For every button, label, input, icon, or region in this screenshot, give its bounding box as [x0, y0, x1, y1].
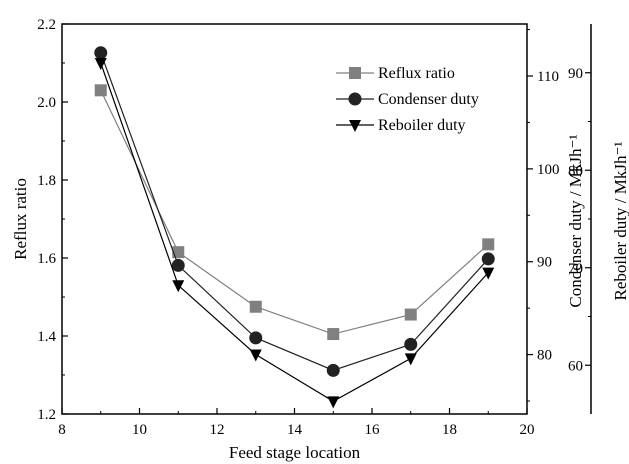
x-tick-label: 8 — [58, 422, 66, 438]
x-tick-label: 14 — [287, 422, 303, 438]
legend-marker-triangle — [349, 120, 361, 132]
data-point-circle — [171, 258, 185, 272]
right2-axis-title: Reboiler duty / MkJh⁻¹ — [611, 141, 629, 300]
data-point-square — [482, 238, 495, 251]
data-point-circle — [404, 337, 418, 351]
x-tick-label: 18 — [442, 422, 457, 438]
data-point-triangle — [94, 58, 107, 70]
left-tick-label: 2.2 — [37, 17, 56, 33]
data-point-square — [94, 84, 107, 97]
legend-marker-circle — [348, 92, 362, 106]
axis-titles: Feed stage location Reflux ratio Condenser… — [11, 134, 629, 462]
left-tick-label: 1.8 — [37, 173, 56, 189]
data-point-triangle — [404, 353, 417, 366]
data-point-square — [172, 246, 185, 259]
x-tick-label: 20 — [520, 422, 535, 438]
axes-frame — [61, 23, 592, 415]
series-line-circle — [100, 52, 489, 371]
legend: Reflux ratio Condenser duty Reboiler duty — [336, 65, 479, 134]
data-point-triangle — [172, 280, 185, 293]
x-axis-title: Feed stage location — [229, 443, 361, 462]
data-point-circle — [481, 252, 495, 266]
right2-tick-label: 70 — [568, 261, 583, 277]
x-tick-label: 10 — [132, 422, 147, 438]
series-line-square — [100, 90, 489, 335]
data-point-triangle — [327, 396, 340, 409]
plot-frame — [61, 23, 528, 415]
right2-tick-label: 80 — [568, 163, 583, 179]
right2-tick-label: 60 — [568, 358, 583, 374]
right1-tick-label: 110 — [537, 69, 559, 85]
right1-tick-label: 100 — [537, 162, 560, 178]
data-point-circle — [326, 363, 340, 377]
x-tick-label: 16 — [365, 422, 381, 438]
right1-tick-label: 90 — [537, 255, 552, 271]
left-axis-title: Reflux ratio — [11, 178, 30, 260]
data-point-circle — [249, 331, 263, 345]
ticks: 8 10 12 14 16 18 20 1.2 1.4 1.6 1.8 2.0 2.2 80 90 100 11… — [37, 17, 591, 438]
data-point-circle — [94, 46, 108, 60]
legend-marker-square — [349, 67, 361, 79]
right1-tick-label: 80 — [537, 348, 552, 364]
left-tick-label: 2.0 — [37, 95, 56, 111]
left-tick-label: 1.2 — [37, 407, 56, 423]
data-point-square — [249, 300, 262, 313]
legend-label: Condenser duty — [378, 91, 479, 108]
series-layer — [94, 46, 495, 409]
left-tick-label: 1.6 — [37, 251, 56, 267]
x-tick-label: 12 — [210, 422, 225, 438]
data-point-triangle — [482, 267, 495, 280]
series-line-triangle — [100, 62, 489, 403]
data-point-square — [404, 308, 417, 321]
legend-label: Reflux ratio — [378, 65, 455, 82]
data-point-triangle — [249, 349, 262, 362]
data-point-square — [327, 328, 340, 341]
left-tick-label: 1.4 — [37, 329, 56, 345]
legend-label: Reboiler duty — [378, 117, 466, 134]
right2-tick-label: 90 — [568, 66, 583, 82]
right1-axis-title: Condenser duty / MkJh⁻¹ — [566, 134, 585, 307]
